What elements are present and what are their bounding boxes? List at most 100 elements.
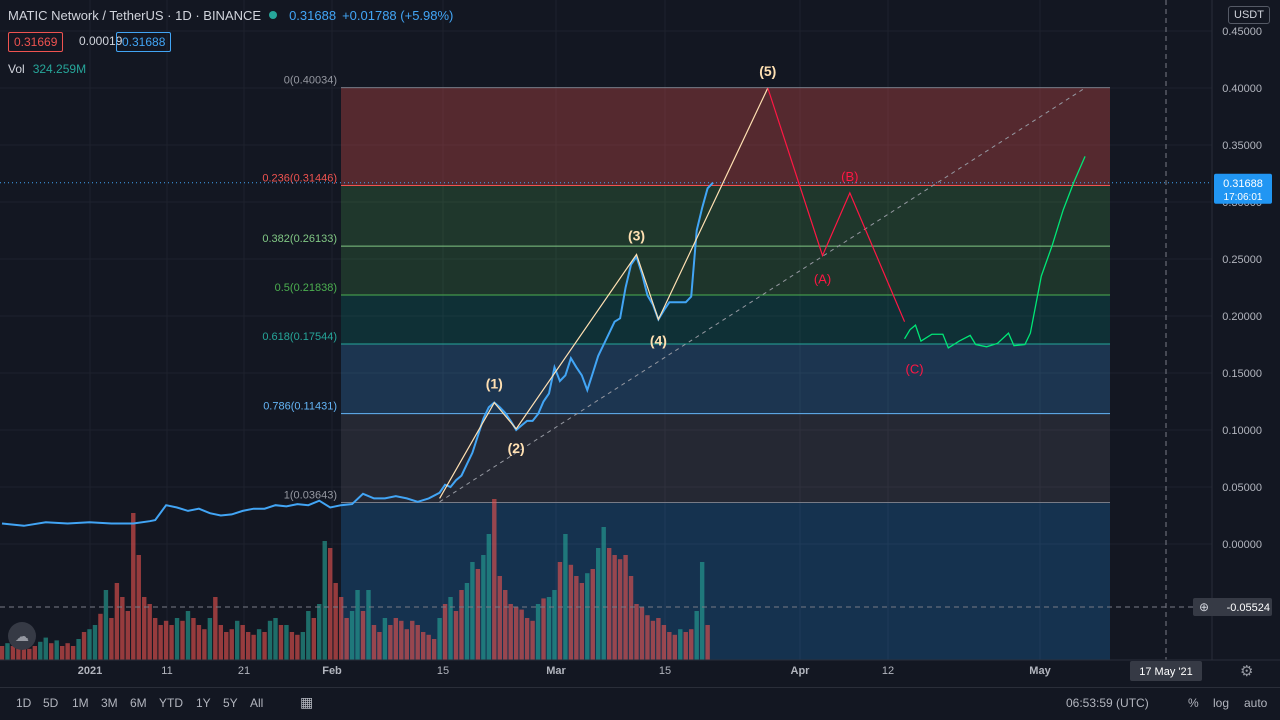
volume-bar (114, 583, 120, 660)
settings-gear-icon[interactable]: ⚙ (1240, 663, 1254, 680)
y-tick-label: 0.45000 (1222, 26, 1262, 38)
fib-level-label: 0(0.40034) (284, 75, 337, 87)
timeframe-6m[interactable]: 6M (130, 696, 147, 710)
volume-bar (601, 527, 606, 660)
current-price-badge (1214, 173, 1272, 204)
volume-bar (251, 634, 256, 660)
volume-bar (49, 643, 54, 660)
elliott-impulse-label: (1) (486, 376, 503, 392)
crosshair-date-value: 17 May '21 (1139, 666, 1192, 678)
volume-bar (563, 534, 568, 660)
volume-bar (273, 618, 278, 660)
currency-button[interactable]: USDT (1228, 6, 1270, 24)
volume-bar (16, 640, 21, 660)
timeframe-1d[interactable]: 1D (16, 696, 32, 710)
timeframe-1y[interactable]: 1Y (196, 696, 211, 710)
current-price-value: 0.31688 (1223, 178, 1263, 190)
volume-bar (623, 555, 628, 660)
volume-bar (10, 646, 16, 660)
fib-zone (341, 295, 1110, 344)
percent-scale-toggle[interactable]: % (1188, 696, 1199, 710)
fib-zone (341, 413, 1110, 503)
y-tick-label: 0.40000 (1222, 83, 1262, 95)
x-tick-label: 15 (437, 665, 449, 677)
volume-bar (27, 648, 32, 660)
x-tick-label: May (1029, 665, 1051, 677)
volume-bar (678, 629, 683, 660)
volume-bar (431, 639, 437, 660)
y-tick-label: 0.00000 (1222, 539, 1262, 551)
volume-bar (612, 555, 617, 660)
volume-bar (399, 620, 404, 660)
volume-bar (535, 604, 541, 660)
volume-bar (415, 625, 420, 660)
timeframe-ytd[interactable]: YTD (159, 696, 183, 710)
crosshair-price-badge (1193, 597, 1272, 616)
price-change: +0.01788 (+5.98%) (342, 8, 454, 23)
x-tick-label: Feb (322, 665, 342, 677)
last-price: 0.31688 (289, 8, 337, 23)
fib-zone (341, 343, 1110, 414)
volume-bar (289, 632, 295, 660)
volume-bar (617, 559, 623, 660)
elliott-correction-label: (B) (841, 169, 858, 184)
price-series-line (1, 181, 714, 527)
volume-bar (70, 646, 76, 660)
symbol-title[interactable]: MATIC Network / TetherUS · 1D · BINANCE (8, 8, 262, 23)
volume-bar (661, 625, 667, 660)
volume-bar (699, 562, 705, 660)
volume-bar (541, 598, 546, 660)
volume-bar (513, 606, 519, 660)
utc-clock[interactable]: 06:53:59 (UTC) (1066, 696, 1149, 710)
volume-bar (656, 618, 661, 660)
volume-bar (388, 625, 393, 660)
timeframe-3m[interactable]: 3M (101, 696, 118, 710)
volume-bar (579, 583, 585, 660)
x-tick-label: 15 (659, 665, 671, 677)
volume-bar (267, 620, 273, 660)
volume-bar (448, 597, 453, 660)
y-tick-label: 0.35000 (1222, 140, 1262, 152)
timeframe-all[interactable]: All (250, 696, 264, 710)
volume-bar (185, 611, 191, 660)
elliott-correction-label: (A) (814, 272, 831, 287)
volume-bar (634, 604, 639, 660)
fib-level-label: 0.786(0.11431) (263, 401, 337, 413)
auto-scale-toggle[interactable]: auto (1244, 696, 1268, 710)
volume-bar (317, 604, 322, 660)
x-tick-label: 11 (161, 665, 172, 677)
volume-bar (470, 562, 475, 660)
volume-bar (76, 639, 81, 660)
volume-bar (278, 625, 284, 660)
timeframe-5y[interactable]: 5Y (223, 696, 238, 710)
volume-bar (705, 625, 710, 660)
volume-bar (142, 597, 147, 660)
volume-bar (81, 632, 87, 660)
volume-bar (180, 620, 185, 660)
log-scale-toggle[interactable]: log (1213, 696, 1230, 710)
buy-price-button[interactable]: 0.31688 (116, 32, 172, 52)
volume-bar (475, 569, 481, 660)
volume-bar (224, 632, 229, 660)
timeframe-1m[interactable]: 1M (72, 696, 89, 710)
volume-bar (5, 643, 10, 660)
volume-bar (54, 640, 59, 660)
volume-bar (650, 620, 656, 660)
price-chart[interactable]: 0(0.40034) 0.236(0.31446) 0.382(0.26133) 0.… (0, 0, 1280, 687)
volume-bar (426, 634, 431, 660)
volume-bar (360, 611, 366, 660)
timeframe-5d[interactable]: 5D (43, 696, 59, 710)
tradingview-logo-icon[interactable]: ☁ (8, 622, 36, 650)
volume-bar (355, 590, 360, 660)
volume-bar (262, 632, 267, 660)
volume-bar (229, 629, 234, 660)
volume-bar (366, 590, 371, 660)
fib-level-label: 0.382(0.26133) (262, 233, 337, 245)
volume-bar (191, 618, 196, 660)
sell-price-button[interactable]: 0.31669 (8, 32, 64, 52)
volume-bar (98, 613, 103, 660)
volume-bar (508, 604, 513, 660)
elliott-impulse-label: (2) (508, 440, 525, 456)
date-range-calendar-icon[interactable]: ▦ (300, 694, 314, 710)
volume-bar (256, 629, 262, 660)
